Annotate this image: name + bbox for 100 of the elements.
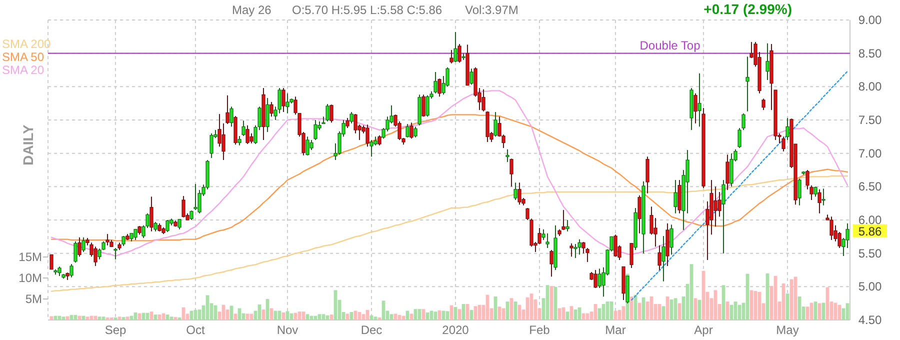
- candlestick: [638, 194, 642, 234]
- y-tick-label: 5.00: [858, 280, 882, 294]
- candlestick: [714, 186, 718, 228]
- candlestick: [414, 126, 418, 138]
- bar: [270, 308, 274, 320]
- candlestick: [226, 94, 230, 124]
- text: Vol:3.97M: [465, 3, 518, 17]
- candlestick: [230, 106, 234, 128]
- candlestick: [798, 178, 802, 206]
- candlestick: [210, 132, 214, 158]
- candlestick: [134, 228, 138, 240]
- candlestick: [730, 152, 734, 188]
- candlestick: [450, 50, 454, 64]
- candlestick: [546, 232, 550, 248]
- candlestick: [114, 248, 118, 260]
- candlestick: [106, 234, 110, 246]
- bar: [502, 308, 506, 320]
- candlestick: [578, 238, 582, 256]
- candlestick: [658, 244, 662, 270]
- candlestick: [766, 42, 770, 80]
- bar: [126, 316, 130, 320]
- bar: [362, 314, 366, 320]
- candlestick: [242, 120, 246, 136]
- candlestick: [662, 236, 666, 282]
- candlestick: [406, 124, 410, 138]
- candlestick: [238, 136, 242, 146]
- candlestick: [594, 270, 598, 288]
- bar: [62, 316, 66, 320]
- candlestick: [370, 140, 374, 158]
- candlestick: [570, 242, 574, 258]
- y-tick-label: 8.50: [858, 46, 882, 60]
- bar: [390, 314, 394, 320]
- candlestick: [78, 236, 82, 258]
- candlestick: [454, 32, 458, 62]
- candlestick: [378, 134, 382, 146]
- bar: [234, 314, 238, 320]
- candlestick: [782, 136, 786, 152]
- candlestick: [314, 120, 318, 140]
- candlestick: [190, 210, 194, 220]
- bar: [102, 316, 106, 320]
- bar: [250, 314, 254, 320]
- y-tick-label: 6.00: [858, 213, 882, 227]
- y-tick-label: 8.00: [858, 80, 882, 94]
- candlestick: [670, 224, 674, 256]
- candlestick: [726, 154, 730, 190]
- candlestick: [178, 218, 182, 230]
- bar: [238, 308, 242, 320]
- y2-tick-label: 5M: [25, 292, 42, 306]
- candlestick: [722, 180, 726, 254]
- candlestick: [562, 210, 566, 230]
- bar: [374, 316, 378, 320]
- candlestick: [82, 236, 86, 252]
- candlestick: [482, 88, 486, 112]
- candlestick: [306, 136, 310, 156]
- candlestick: [514, 182, 518, 200]
- annotation: 5.86: [858, 224, 882, 238]
- candlestick: [566, 220, 570, 232]
- x-tick-label: Nov: [276, 323, 298, 337]
- candlestick: [550, 250, 554, 278]
- bar: [246, 314, 250, 320]
- candlestick: [630, 242, 634, 268]
- bar: [170, 316, 174, 320]
- x-tick-label: Apr: [694, 323, 713, 337]
- candlestick: [438, 78, 442, 98]
- candlestick: [326, 104, 330, 122]
- candlestick: [614, 234, 618, 258]
- candlestick: [814, 186, 818, 198]
- bar: [318, 314, 322, 320]
- candlestick: [122, 236, 126, 246]
- candlestick: [822, 188, 826, 206]
- bar: [446, 311, 450, 320]
- candlestick: [330, 104, 334, 124]
- candlestick: [270, 102, 274, 118]
- y-tick-label: 7.50: [858, 113, 882, 127]
- x-tick-label: Oct: [186, 323, 206, 337]
- candlestick: [506, 148, 510, 162]
- text: O:5.70 H:5.95 L:5.58 C:5.86: [292, 3, 442, 17]
- candlestick: [458, 44, 462, 64]
- candlestick: [646, 156, 650, 194]
- text: SMA 200: [2, 37, 52, 51]
- candlestick: [574, 244, 578, 258]
- x-tick-label: Mar: [605, 323, 626, 337]
- bar: [98, 316, 102, 320]
- candlestick: [50, 254, 54, 270]
- candlestick: [286, 92, 290, 114]
- candlestick: [182, 196, 186, 218]
- text: SMA 20: [2, 63, 44, 77]
- candlestick: [266, 98, 270, 132]
- candlestick: [786, 118, 790, 140]
- candlestick: [518, 182, 522, 206]
- bar: [174, 317, 178, 320]
- candlestick: [58, 266, 62, 276]
- candlestick: [366, 124, 370, 148]
- candlestick: [94, 246, 98, 266]
- text: May 26: [232, 3, 272, 17]
- candlestick: [470, 68, 474, 86]
- bar: [410, 314, 414, 320]
- candlestick: [74, 240, 78, 264]
- bar: [322, 314, 326, 320]
- y-tick-label: 4.50: [858, 313, 882, 327]
